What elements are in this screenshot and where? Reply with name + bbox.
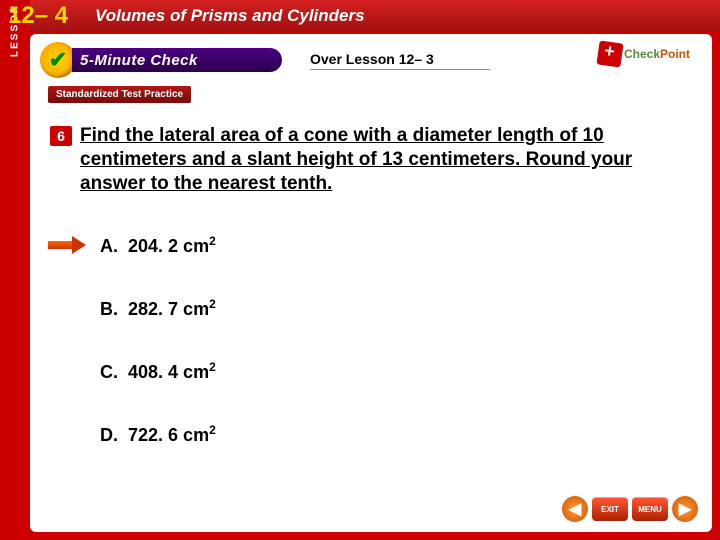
content-area: ✔ 5-Minute Check Over Lesson 12– 3 Check… [30, 34, 712, 532]
exit-button[interactable]: EXIT [592, 497, 628, 521]
checkpoint-badge: CheckPoint [598, 42, 690, 66]
question-number: 6 [50, 126, 72, 146]
five-minute-check-label: 5-Minute Check [72, 48, 282, 72]
checkpoint-point-text: Point [660, 47, 690, 61]
answer-exp: 2 [209, 297, 216, 311]
answer-value: 722. 6 cm [128, 425, 209, 445]
answer-c[interactable]: C. 408. 4 cm2 [100, 360, 216, 383]
selected-arrow-icon [48, 238, 86, 252]
checkpoint-check-text: Check [624, 47, 660, 61]
answer-exp: 2 [209, 234, 216, 248]
answer-list: A. 204. 2 cm2 B. 282. 7 cm2 C. 408. 4 cm… [100, 234, 216, 486]
answer-value: 204. 2 cm [128, 236, 209, 256]
question-text: Find the lateral area of a cone with a d… [80, 124, 642, 195]
over-lesson-text: Over Lesson 12– 3 [310, 51, 490, 70]
standardized-test-badge: Standardized Test Practice [48, 86, 191, 103]
answer-letter: A. [100, 236, 118, 256]
back-button[interactable]: ◀ [562, 496, 588, 522]
answer-letter: C. [100, 362, 118, 382]
answer-letter: D. [100, 425, 118, 445]
answer-value: 282. 7 cm [128, 299, 209, 319]
answer-d[interactable]: D. 722. 6 cm2 [100, 423, 216, 446]
checkmark-icon: ✔ [40, 42, 76, 78]
check-bar: ✔ 5-Minute Check Over Lesson 12– 3 Check… [40, 42, 702, 78]
answer-a[interactable]: A. 204. 2 cm2 [100, 234, 216, 257]
lesson-number: 12– 4 [8, 2, 68, 30]
next-button[interactable]: ▶ [672, 496, 698, 522]
lesson-header: LESSON 12– 4 Volumes of Prisms and Cylin… [0, 0, 720, 32]
nav-bar: ◀ EXIT MENU ▶ [562, 496, 698, 522]
checkpoint-icon [596, 40, 623, 67]
answer-letter: B. [100, 299, 118, 319]
answer-exp: 2 [209, 423, 216, 437]
lesson-title: Volumes of Prisms and Cylinders [95, 6, 365, 26]
answer-exp: 2 [209, 360, 216, 374]
menu-button[interactable]: MENU [632, 497, 668, 521]
answer-b[interactable]: B. 282. 7 cm2 [100, 297, 216, 320]
answer-value: 408. 4 cm [128, 362, 209, 382]
